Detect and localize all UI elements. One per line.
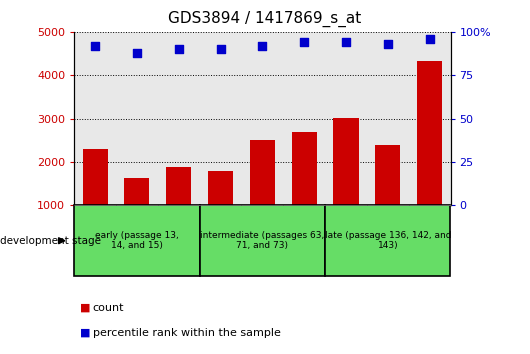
Point: [300, 39, 308, 45]
Point: [216, 46, 225, 52]
Text: development stage: development stage: [0, 236, 101, 246]
Bar: [417, 61, 442, 249]
Point: [384, 41, 392, 47]
Bar: [208, 171, 233, 249]
Point: [91, 43, 99, 48]
Bar: [83, 149, 108, 249]
Bar: [292, 132, 317, 249]
Bar: [333, 118, 358, 249]
Text: ■: ■: [80, 303, 90, 313]
Text: ■: ■: [80, 328, 90, 338]
Point: [426, 36, 434, 42]
Text: GDS3894 / 1417869_s_at: GDS3894 / 1417869_s_at: [169, 11, 361, 27]
Text: percentile rank within the sample: percentile rank within the sample: [93, 328, 280, 338]
Text: intermediate (passages 63,
71, and 73): intermediate (passages 63, 71, and 73): [200, 231, 324, 250]
Point: [258, 43, 267, 48]
Text: late (passage 136, 142, and
143): late (passage 136, 142, and 143): [324, 231, 451, 250]
Bar: [375, 145, 400, 249]
Text: early (passage 13,
14, and 15): early (passage 13, 14, and 15): [95, 231, 179, 250]
Text: count: count: [93, 303, 124, 313]
Bar: [125, 178, 149, 249]
Bar: [250, 140, 275, 249]
Point: [132, 50, 141, 56]
Bar: [166, 167, 191, 249]
Point: [342, 39, 350, 45]
Point: [174, 46, 183, 52]
